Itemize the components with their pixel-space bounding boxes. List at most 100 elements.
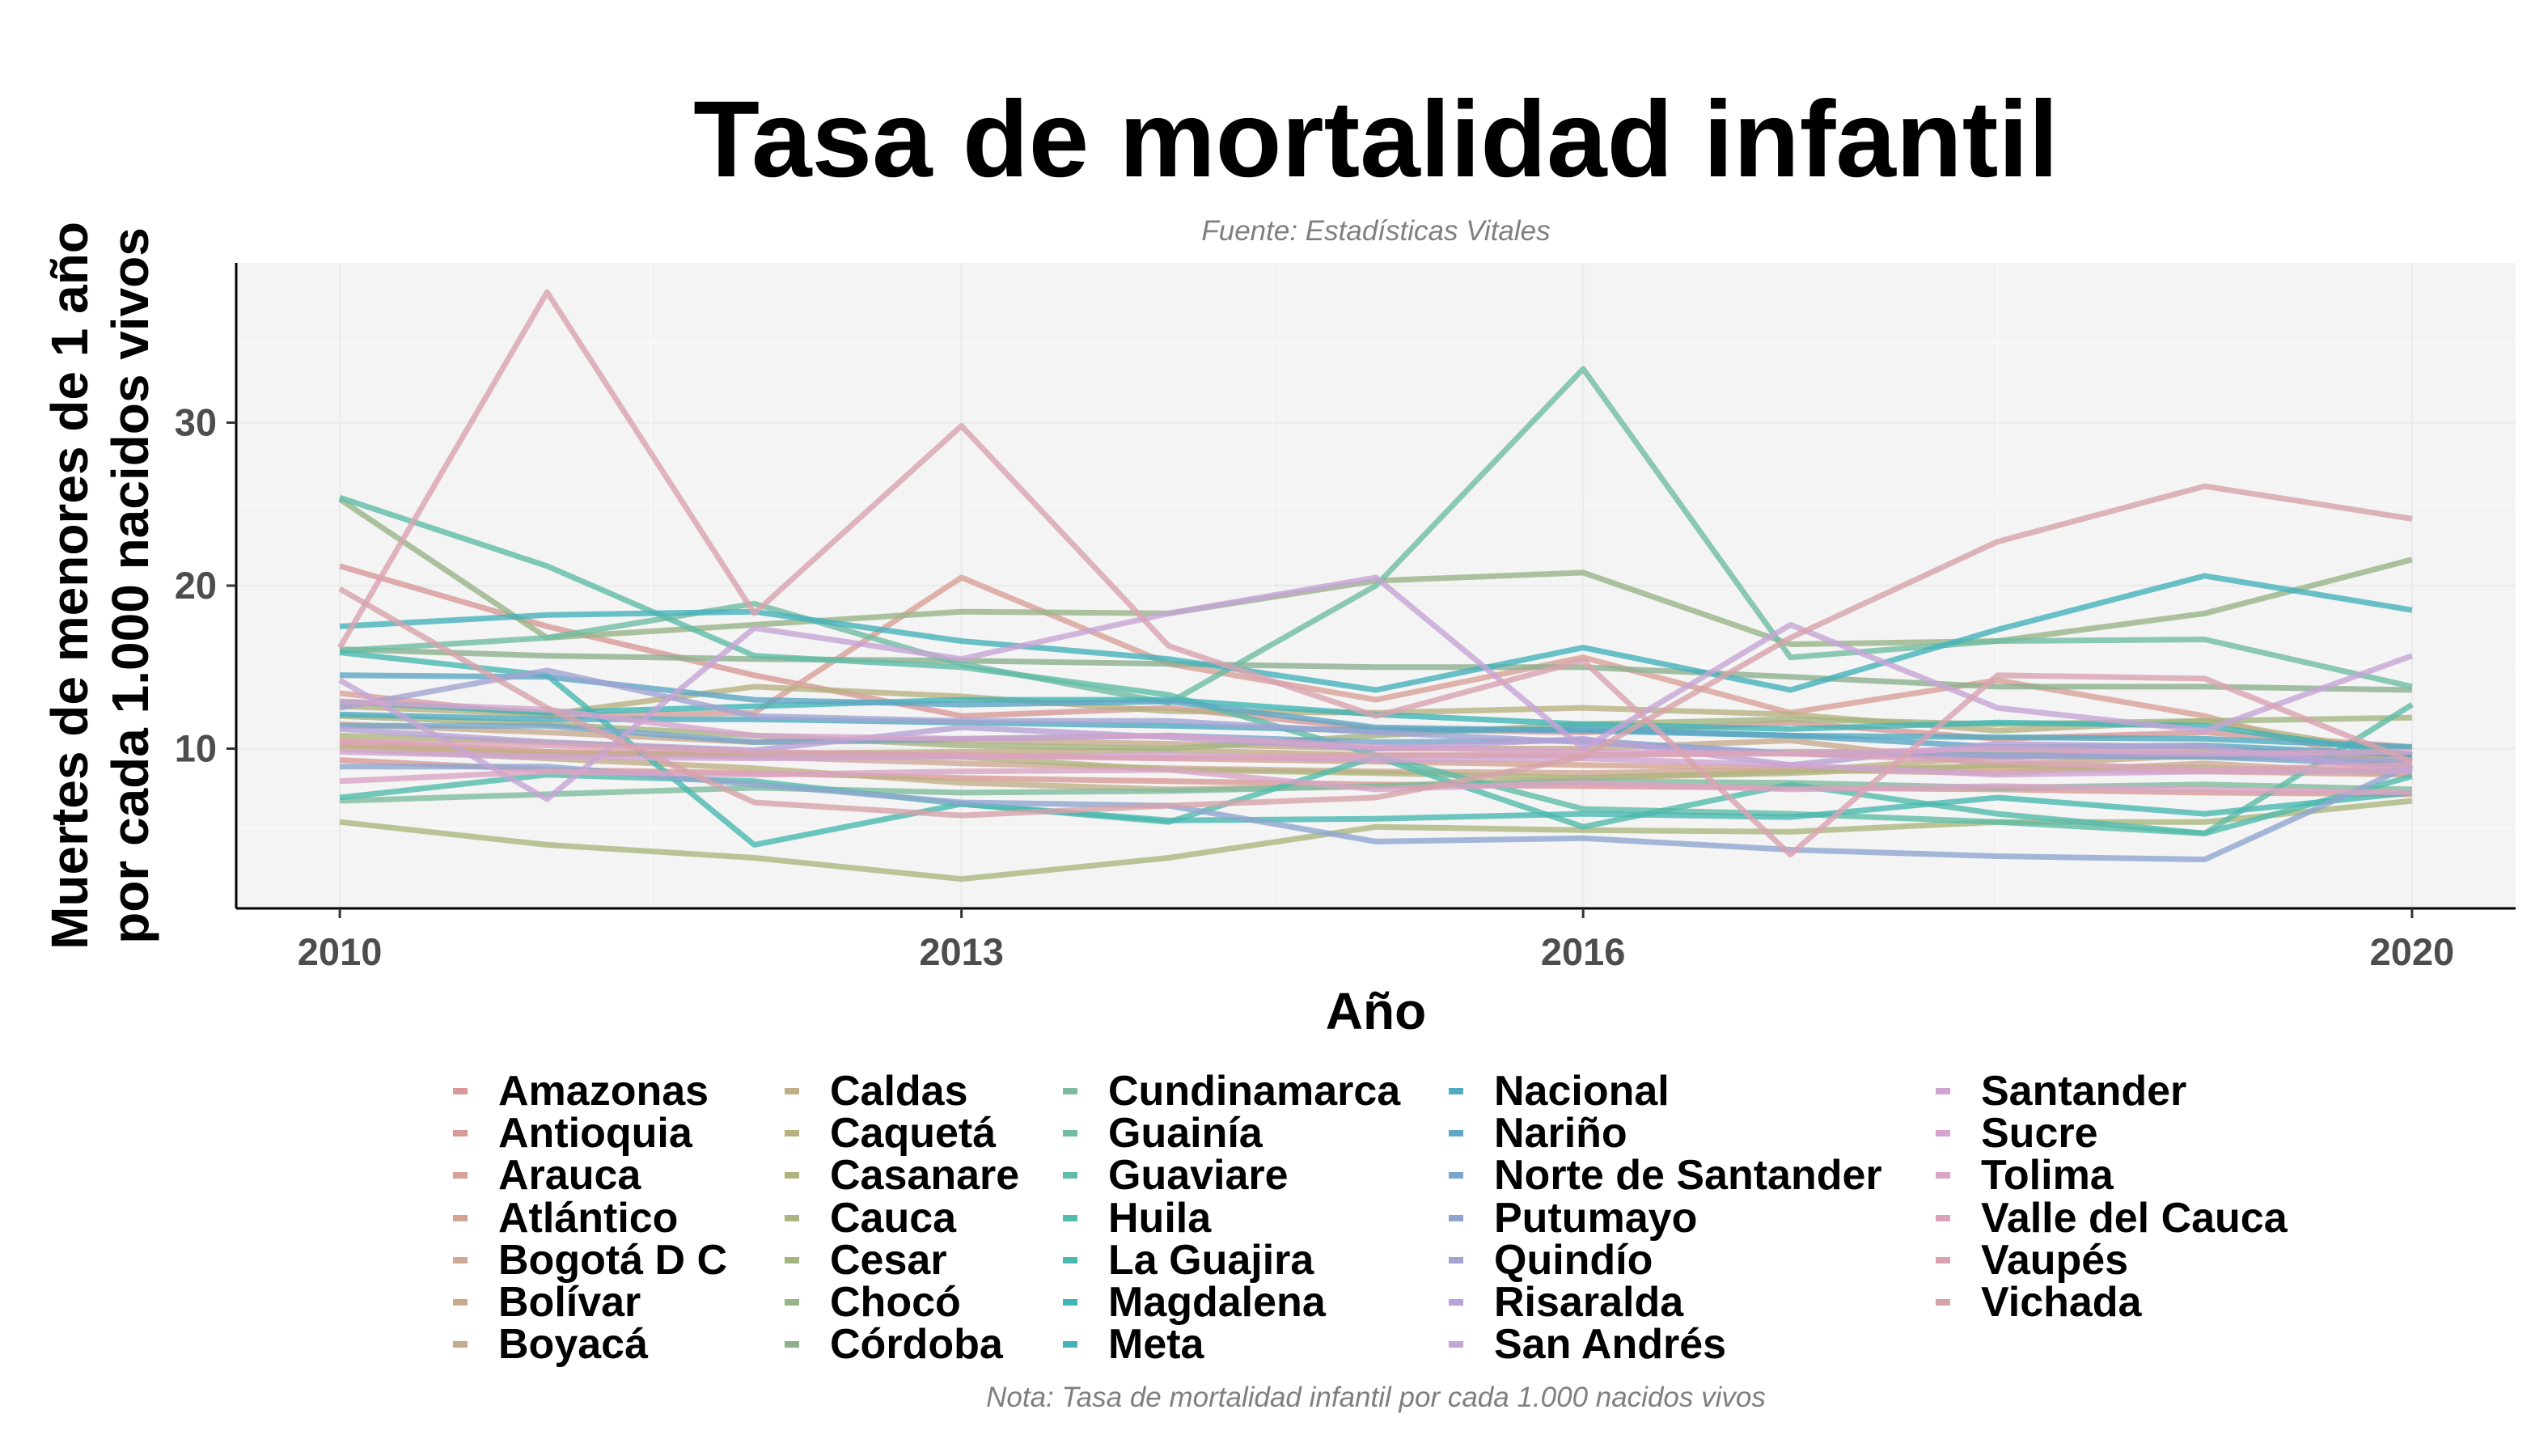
legend-key xyxy=(453,1299,468,1306)
legend-key xyxy=(453,1088,468,1094)
legend-label: Valle del Cauca xyxy=(1981,1194,2288,1242)
series-line-33 xyxy=(338,483,2413,819)
legend-key xyxy=(1936,1130,1950,1137)
x-tick-label: 2020 xyxy=(2370,930,2455,973)
legend-item: Santander xyxy=(1936,1070,2186,1112)
chart-title: Tasa de mortalidad infantil xyxy=(693,79,2059,200)
legend-item: Arauca xyxy=(453,1154,641,1196)
legend-item: Córdoba xyxy=(785,1323,1003,1365)
axis-ticks: 10 20 30 2010 2013 2016 2020 xyxy=(175,400,2454,973)
legend-item: San Andrés xyxy=(1449,1323,1726,1365)
legend-key xyxy=(1449,1214,1463,1221)
legend-item: Caquetá xyxy=(785,1112,996,1154)
series-line-27 xyxy=(338,574,2414,802)
legend-key xyxy=(453,1172,468,1179)
legend-item: Boyacá xyxy=(453,1323,648,1365)
y-axis-label-line-2: por cada 1.000 nacidos vivos xyxy=(101,227,159,944)
legend-label: Putumayo xyxy=(1494,1194,1698,1242)
legend-key xyxy=(785,1256,799,1263)
legend-item: Magdalena xyxy=(1063,1281,1326,1323)
legend-item: Bolívar xyxy=(453,1281,641,1323)
legend: Amazonas Antioquia Arauca Atlántico Bogotá D… xyxy=(453,1070,2475,1378)
legend-label: Antioquia xyxy=(498,1110,692,1158)
legend-label: San Andrés xyxy=(1494,1321,1727,1369)
series-line-29 xyxy=(339,698,2412,757)
series-lines xyxy=(337,289,2414,882)
legend-label: Risaralda xyxy=(1494,1279,1684,1326)
legend-key xyxy=(785,1299,799,1306)
legend-item: Norte de Santander xyxy=(1449,1154,1882,1196)
legend-key xyxy=(453,1256,468,1263)
legend-label: Nariño xyxy=(1494,1110,1627,1158)
legend-label: Arauca xyxy=(498,1152,641,1200)
legend-label: Bogotá D C xyxy=(498,1236,728,1284)
legend-label: Cesar xyxy=(830,1236,947,1284)
legend-key xyxy=(785,1088,799,1094)
series-line-13 xyxy=(339,646,2412,693)
x-axis-label: Año xyxy=(1326,982,1426,1040)
legend-key xyxy=(1449,1256,1463,1263)
legend-item: Atlántico xyxy=(453,1197,678,1239)
series-line-25 xyxy=(339,667,2413,765)
y-axis-label-line-1: Muertes de menores de 1 año xyxy=(40,222,99,950)
legend-label: Boyacá xyxy=(498,1321,648,1369)
legend-label: Amazonas xyxy=(498,1068,709,1115)
legend-key xyxy=(1449,1088,1463,1094)
legend-key xyxy=(1449,1130,1463,1137)
y-tick-label: 30 xyxy=(175,400,217,443)
legend-label: Magdalena xyxy=(1108,1279,1326,1326)
legend-label: Nacional xyxy=(1494,1068,1670,1115)
legend-item: Antioquia xyxy=(453,1112,692,1154)
legend-label: Casanare xyxy=(830,1152,1020,1200)
chart-subtitle: Fuente: Estadísticas Vitales xyxy=(1201,215,1551,247)
legend-label: Meta xyxy=(1108,1321,1204,1369)
legend-item: Vichada xyxy=(1936,1281,2141,1323)
legend-item: Nariño xyxy=(1449,1112,1627,1154)
legend-item: Risaralda xyxy=(1449,1281,1683,1323)
legend-key xyxy=(1063,1172,1077,1179)
legend-item: Huila xyxy=(1063,1197,1211,1239)
legend-item: Guainía xyxy=(1063,1112,1263,1154)
legend-key xyxy=(453,1130,468,1137)
legend-key xyxy=(1449,1172,1463,1179)
legend-item: Cundinamarca xyxy=(1063,1070,1400,1112)
legend-label: Tolima xyxy=(1981,1152,2114,1200)
legend-item: Tolima xyxy=(1936,1154,2114,1196)
legend-key xyxy=(1063,1130,1077,1137)
legend-item: Nacional xyxy=(1449,1070,1670,1112)
legend-label: La Guajira xyxy=(1108,1236,1314,1284)
series-line-31 xyxy=(340,739,2412,773)
legend-label: Cauca xyxy=(830,1194,957,1242)
legend-key xyxy=(785,1172,799,1179)
legend-item: La Guajira xyxy=(1063,1239,1314,1281)
legend-key xyxy=(1449,1299,1463,1306)
legend-item: Amazonas xyxy=(453,1070,709,1112)
legend-item: Caldas xyxy=(785,1070,968,1112)
legend-key xyxy=(453,1341,468,1348)
series-line-28 xyxy=(340,749,2412,778)
legend-item: Vaupés xyxy=(1936,1239,2128,1281)
legend-key xyxy=(1936,1172,1950,1179)
legend-label: Sucre xyxy=(1981,1110,2098,1158)
legend-key xyxy=(1936,1214,1950,1221)
chart-note: Nota: Tasa de mortalidad infantil por ca… xyxy=(986,1382,1766,1413)
legend-label: Caldas xyxy=(830,1068,968,1115)
legend-label: Santander xyxy=(1981,1068,2187,1115)
series-line-24 xyxy=(340,762,2414,862)
legend-key xyxy=(1449,1341,1463,1348)
legend-key xyxy=(785,1214,799,1221)
x-tick-label: 2013 xyxy=(919,930,1004,973)
legend-label: Chocó xyxy=(830,1279,961,1326)
legend-item: Putumayo xyxy=(1449,1197,1697,1239)
legend-item: Sucre xyxy=(1936,1112,2098,1154)
legend-label: Huila xyxy=(1108,1194,1212,1242)
y-tick-label: 20 xyxy=(175,564,217,607)
legend-key xyxy=(785,1341,799,1348)
legend-item: Valle del Cauca xyxy=(1936,1197,2288,1239)
legend-label: Quindío xyxy=(1494,1236,1653,1284)
legend-key xyxy=(1063,1088,1077,1094)
legend-key xyxy=(1063,1214,1077,1221)
legend-item: Guaviare xyxy=(1063,1154,1289,1196)
legend-label: Caquetá xyxy=(830,1110,997,1158)
